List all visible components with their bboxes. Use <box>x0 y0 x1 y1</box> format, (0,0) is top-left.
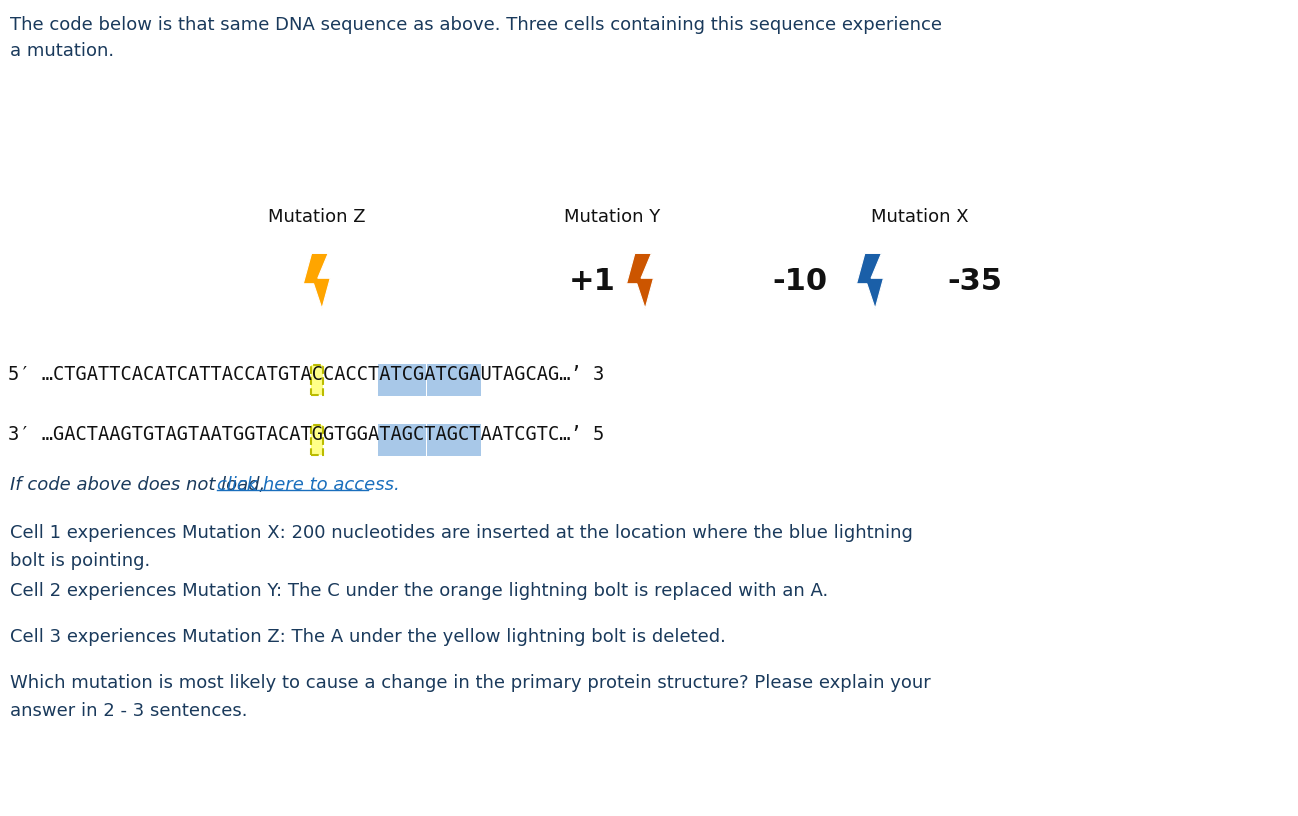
Text: Mutation X: Mutation X <box>871 208 968 226</box>
Text: If code above does not load,: If code above does not load, <box>10 476 271 494</box>
Text: +1: +1 <box>569 267 615 295</box>
Bar <box>378 424 426 456</box>
Text: -35: -35 <box>948 267 1002 295</box>
Text: click here to access.: click here to access. <box>217 476 400 494</box>
Text: Cell 3 experiences Mutation Z: The A under the yellow lightning bolt is deleted.: Cell 3 experiences Mutation Z: The A und… <box>10 628 726 646</box>
Polygon shape <box>857 254 884 308</box>
Text: The code below is that same DNA sequence as above. Three cells containing this s: The code below is that same DNA sequence… <box>10 16 942 60</box>
Bar <box>312 425 322 455</box>
Bar <box>312 365 322 395</box>
Text: -10: -10 <box>772 267 828 295</box>
Bar <box>427 364 480 396</box>
Text: 5′ …CTGATTCACATCATTACCATGTACCACCTATCGATCGAUTAGCAG…’ 3: 5′ …CTGATTCACATCATTACCATGTACCACCTATCGATC… <box>8 366 605 384</box>
Polygon shape <box>304 254 330 308</box>
Text: Mutation Z: Mutation Z <box>267 208 366 226</box>
Polygon shape <box>627 254 653 308</box>
Text: Cell 1 experiences Mutation X: 200 nucleotides are inserted at the location wher: Cell 1 experiences Mutation X: 200 nucle… <box>10 524 912 570</box>
Bar <box>378 364 426 396</box>
Text: Mutation Y: Mutation Y <box>563 208 661 226</box>
Text: Which mutation is most likely to cause a change in the primary protein structure: Which mutation is most likely to cause a… <box>10 674 931 720</box>
Text: Cell 2 experiences Mutation Y: The C under the orange lightning bolt is replaced: Cell 2 experiences Mutation Y: The C und… <box>10 582 828 600</box>
Text: 3′ …GACTAAGTGTAGTAATGGTACATGGTGGATAGCTAGCTAATCGTC…’ 5: 3′ …GACTAAGTGTAGTAATGGTACATGGTGGATAGCTAG… <box>8 425 605 445</box>
Bar <box>427 424 480 456</box>
